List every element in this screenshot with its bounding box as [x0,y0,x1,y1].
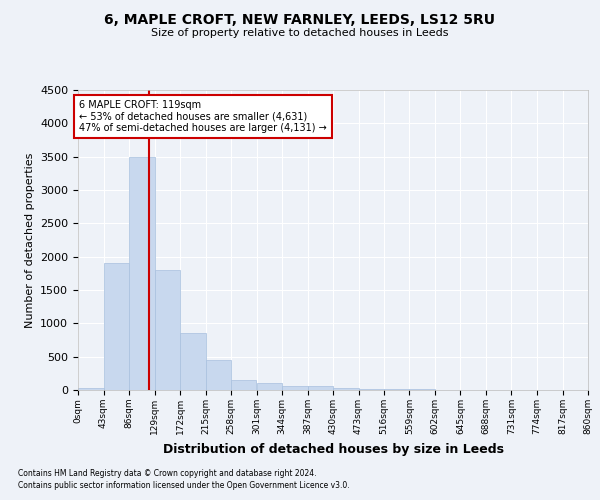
Bar [180,334,205,390]
Y-axis label: Number of detached properties: Number of detached properties [25,152,35,328]
Bar [231,380,256,390]
Bar [129,156,155,390]
Bar [257,384,282,390]
Bar [205,360,231,390]
Bar [359,388,384,390]
Text: Contains public sector information licensed under the Open Government Licence v3: Contains public sector information licen… [18,481,350,490]
Bar [282,386,308,390]
Bar [155,270,180,390]
Bar [333,388,359,390]
Bar [104,264,129,390]
Text: 6, MAPLE CROFT, NEW FARNLEY, LEEDS, LS12 5RU: 6, MAPLE CROFT, NEW FARNLEY, LEEDS, LS12… [104,12,496,26]
Bar [78,388,104,390]
Bar [384,389,409,390]
Text: Size of property relative to detached houses in Leeds: Size of property relative to detached ho… [151,28,449,38]
Text: Contains HM Land Registry data © Crown copyright and database right 2024.: Contains HM Land Registry data © Crown c… [18,468,317,477]
Text: Distribution of detached houses by size in Leeds: Distribution of detached houses by size … [163,442,503,456]
Text: 6 MAPLE CROFT: 119sqm
← 53% of detached houses are smaller (4,631)
47% of semi-d: 6 MAPLE CROFT: 119sqm ← 53% of detached … [79,100,327,133]
Bar [308,386,333,390]
